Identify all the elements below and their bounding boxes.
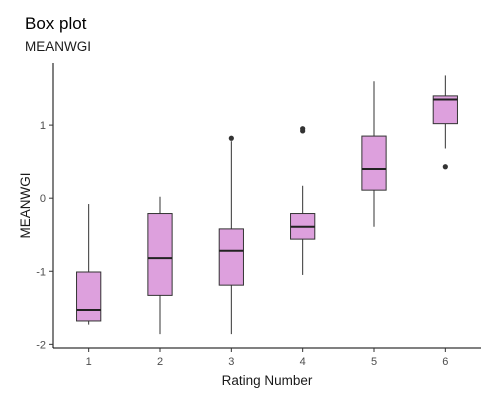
box-group-5 [361,81,387,227]
x-tick-label: 3 [228,356,234,368]
x-tick-label: 2 [157,356,163,368]
x-axis-title: Rating Number [222,373,313,388]
x-tick-label: 5 [371,356,377,368]
y-tick-label: -1 [36,266,46,278]
box [218,228,244,286]
box [76,271,102,322]
box-group-6 [432,75,458,170]
y-tick-label: 1 [40,120,46,132]
x-tick-label: 6 [442,356,448,368]
box-group-2 [147,196,173,335]
chart-title: Box plot [25,14,87,33]
boxes-layer [76,75,458,335]
y-axis-title: MEANWGI [18,173,33,239]
y-tick-label: 0 [40,193,46,205]
box [147,213,173,296]
y-tick-label: -2 [36,339,46,351]
y-ticks: -2 -1 0 1 [36,120,53,351]
box [361,135,387,191]
outlier-point [300,126,306,132]
x-tick-label: 1 [86,356,92,368]
chart-subtitle: MEANWGI [25,39,91,54]
box-group-4 [290,126,316,275]
box-group-1 [76,204,102,325]
outlier-point [228,135,234,141]
x-tick-label: 4 [300,356,306,368]
box-group-3 [218,135,244,335]
x-ticks: 1 2 3 4 5 6 [86,348,448,368]
outlier-point [442,164,448,170]
